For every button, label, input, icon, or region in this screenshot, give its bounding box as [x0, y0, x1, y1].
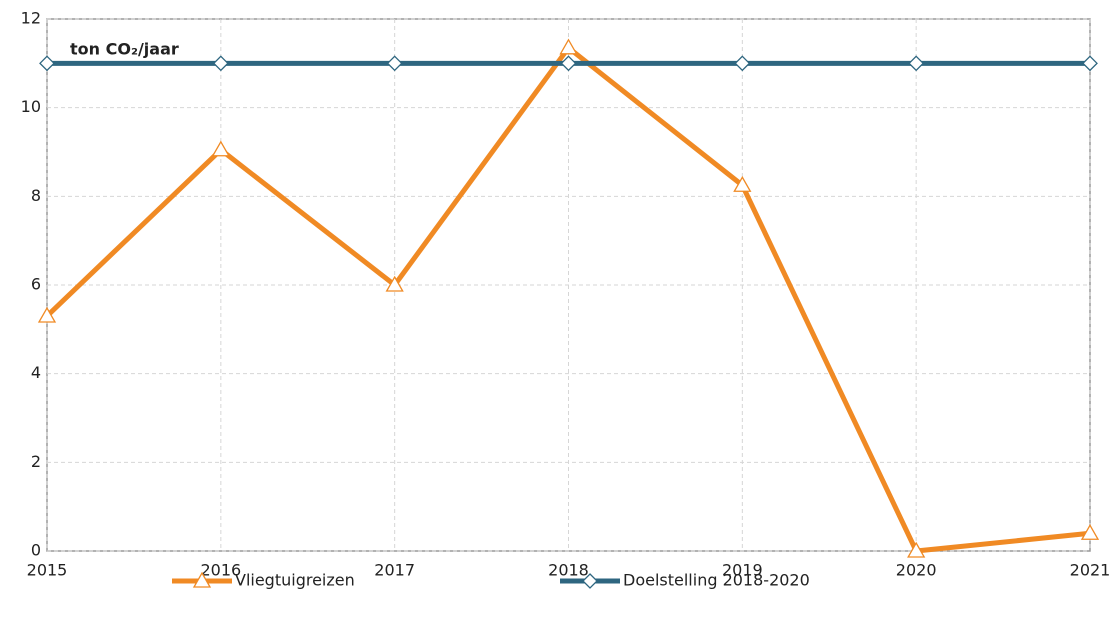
- y-tick-label: 12: [21, 9, 41, 28]
- data-point: [733, 175, 752, 192]
- data-point: [907, 541, 926, 558]
- y-tick-label: 2: [31, 452, 41, 471]
- data-point: [1080, 523, 1100, 540]
- x-tick-label: 2015: [27, 561, 68, 580]
- y-tick-label: 6: [31, 275, 41, 294]
- y-tick-label: 4: [31, 363, 41, 382]
- y-tick-label: 0: [31, 541, 41, 560]
- data-point: [212, 55, 229, 72]
- data-point: [734, 55, 751, 72]
- legend-label: Vliegtuigreizen: [235, 571, 355, 590]
- data-point: [559, 38, 578, 55]
- y-tick-label: 8: [31, 186, 41, 205]
- data-point: [211, 140, 230, 157]
- data-point: [39, 55, 55, 72]
- x-tick-label: 2019: [722, 561, 763, 580]
- y-tick-label: 10: [21, 97, 41, 116]
- x-tick-label: 2021: [1070, 561, 1111, 580]
- x-tick-label: 2017: [374, 561, 415, 580]
- legend-marker: [582, 573, 598, 589]
- x-tick-label: 2020: [896, 561, 937, 580]
- data-point: [1082, 55, 1098, 72]
- legend-label: Doelstelling 2018-2020: [623, 571, 810, 590]
- x-tick-label: 2016: [200, 561, 241, 580]
- legend-marker: [192, 571, 212, 588]
- data-point: [386, 55, 403, 72]
- data-point: [908, 55, 925, 72]
- data-point: [37, 306, 57, 323]
- data-point: [385, 275, 404, 292]
- data-point: [560, 55, 577, 72]
- unit-annotation: ton CO₂/jaar: [70, 40, 179, 59]
- x-tick-label: 2018: [548, 561, 589, 580]
